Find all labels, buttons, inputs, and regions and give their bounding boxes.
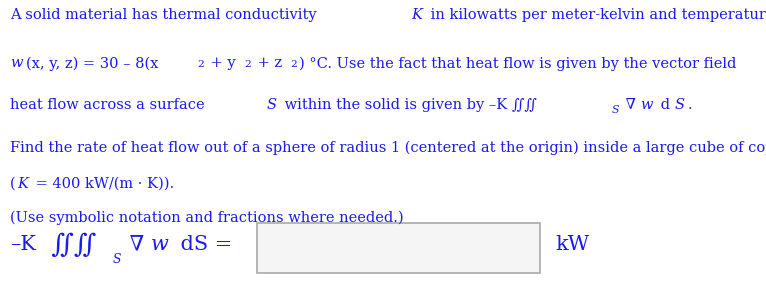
Text: heat flow across a surface: heat flow across a surface	[10, 98, 209, 112]
Text: dS =: dS =	[174, 235, 232, 254]
Text: S: S	[611, 105, 619, 115]
Text: S: S	[267, 98, 277, 112]
Text: ∬∬: ∬∬	[44, 232, 97, 257]
Text: .: .	[687, 98, 692, 112]
Text: S: S	[112, 253, 121, 266]
Text: + y: + y	[205, 56, 235, 70]
Text: w: w	[640, 98, 653, 112]
Text: ∇: ∇	[621, 98, 636, 112]
Text: (: (	[10, 177, 15, 191]
Text: in kilowatts per meter-kelvin and temperature given at each point by: in kilowatts per meter-kelvin and temper…	[426, 8, 766, 22]
Bar	[257, 223, 540, 273]
Text: + z: + z	[253, 56, 282, 70]
Text: (Use symbolic notation and fractions where needed.): (Use symbolic notation and fractions whe…	[10, 211, 404, 225]
Text: w: w	[151, 235, 169, 254]
Text: A solid material has thermal conductivity: A solid material has thermal conductivit…	[10, 8, 321, 22]
Text: ∇: ∇	[123, 235, 145, 254]
Text: 2: 2	[244, 60, 250, 69]
Text: kW: kW	[555, 235, 590, 254]
Text: within the solid is given by –K ∬∬: within the solid is given by –K ∬∬	[280, 98, 537, 112]
Text: w: w	[10, 56, 22, 70]
Text: = 400 kW/(m · K)).: = 400 kW/(m · K)).	[31, 177, 175, 191]
Text: 2: 2	[197, 60, 204, 69]
Text: 2: 2	[290, 60, 297, 69]
Text: ) °C. Use the fact that heat flow is given by the vector field: ) °C. Use the fact that heat flow is giv…	[299, 56, 741, 71]
Text: d: d	[656, 98, 670, 112]
Text: Find the rate of heat flow out of a sphere of radius 1 (centered at the origin) : Find the rate of heat flow out of a sphe…	[10, 140, 766, 155]
Text: S: S	[675, 98, 685, 112]
Text: (x, y, z) = 30 – 8(x: (x, y, z) = 30 – 8(x	[26, 56, 159, 71]
Text: K: K	[411, 8, 422, 22]
Text: –K: –K	[10, 235, 36, 254]
Text: K: K	[17, 177, 28, 191]
